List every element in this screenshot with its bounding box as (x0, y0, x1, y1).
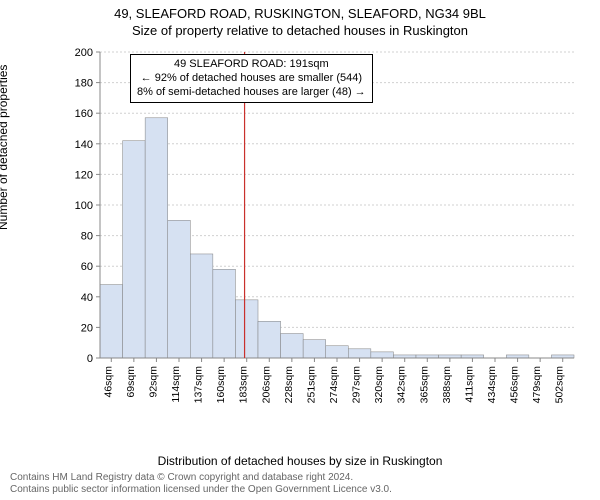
x-tick-label: 411sqm (463, 366, 475, 403)
histogram-bar (371, 352, 394, 358)
histogram-bar (213, 269, 236, 358)
svg-text:80: 80 (81, 231, 93, 243)
plot-svg: 0 20 40 60 80 100 120 140 160 180 200 46sqm 69sqm 92s… (70, 48, 580, 418)
x-tick-label: 365sqm (418, 366, 430, 404)
svg-text:60: 60 (81, 261, 93, 273)
histogram-bar (258, 321, 281, 358)
x-tick-label: 206sqm (260, 366, 272, 404)
histogram-bar (235, 300, 258, 358)
histogram-bar (348, 349, 371, 358)
x-tick-label: 228sqm (283, 366, 295, 404)
histogram-bar (190, 254, 213, 358)
histogram-bar (100, 285, 123, 358)
footer-line2: Contains public sector information licen… (10, 484, 392, 496)
x-tick-label: 456sqm (509, 366, 521, 404)
x-tick-label: 502sqm (554, 366, 566, 404)
x-tick-label: 388sqm (441, 366, 453, 404)
x-tick-label: 274sqm (328, 366, 340, 404)
histogram-bar (123, 141, 146, 358)
histogram-bar (303, 340, 326, 358)
x-tick-label: 114sqm (170, 366, 182, 403)
x-tick-label: 183sqm (238, 366, 250, 404)
x-tick-label: 342sqm (396, 366, 408, 404)
svg-text:0: 0 (87, 353, 93, 365)
footer: Contains HM Land Registry data © Crown c… (10, 472, 392, 496)
svg-text:120: 120 (75, 169, 93, 181)
x-tick-label: 434sqm (486, 366, 498, 404)
y-axis-label: Number of detached properties (0, 65, 10, 230)
svg-text:40: 40 (81, 292, 93, 304)
x-tick-label: 160sqm (215, 366, 227, 404)
x-tick-label: 297sqm (351, 366, 363, 404)
plot-area: 0 20 40 60 80 100 120 140 160 180 200 46sqm 69sqm 92s… (70, 48, 580, 418)
x-tick-label: 251sqm (305, 366, 317, 404)
svg-text:100: 100 (75, 200, 93, 212)
histogram-bar (326, 346, 349, 358)
x-tick-label: 46sqm (102, 366, 114, 398)
x-tick-label: 320sqm (373, 366, 385, 404)
svg-text:20: 20 (81, 322, 93, 334)
svg-text:180: 180 (75, 78, 93, 90)
title-address: 49, SLEAFORD ROAD, RUSKINGTON, SLEAFORD,… (0, 0, 600, 21)
chart-container: 49, SLEAFORD ROAD, RUSKINGTON, SLEAFORD,… (0, 0, 600, 500)
x-tick-label: 92sqm (147, 366, 159, 398)
x-tick-label: 69sqm (125, 366, 137, 398)
annotation-line2: ← 92% of detached houses are smaller (54… (137, 72, 366, 86)
svg-text:200: 200 (75, 48, 93, 59)
annotation-line3: 8% of semi-detached houses are larger (4… (137, 86, 366, 100)
title-subtitle: Size of property relative to detached ho… (0, 21, 600, 38)
histogram-bar (281, 334, 304, 358)
svg-text:160: 160 (75, 108, 93, 120)
footer-line1: Contains HM Land Registry data © Crown c… (10, 472, 392, 484)
x-axis-label: Distribution of detached houses by size … (0, 454, 600, 468)
histogram-bar (168, 220, 191, 358)
x-tick-label: 479sqm (531, 366, 543, 404)
annotation-box: 49 SLEAFORD ROAD: 191sqm ← 92% of detach… (130, 54, 373, 103)
svg-text:140: 140 (75, 139, 93, 151)
annotation-line1: 49 SLEAFORD ROAD: 191sqm (137, 58, 366, 72)
histogram-bar (145, 118, 168, 358)
x-tick-label: 137sqm (193, 366, 205, 404)
